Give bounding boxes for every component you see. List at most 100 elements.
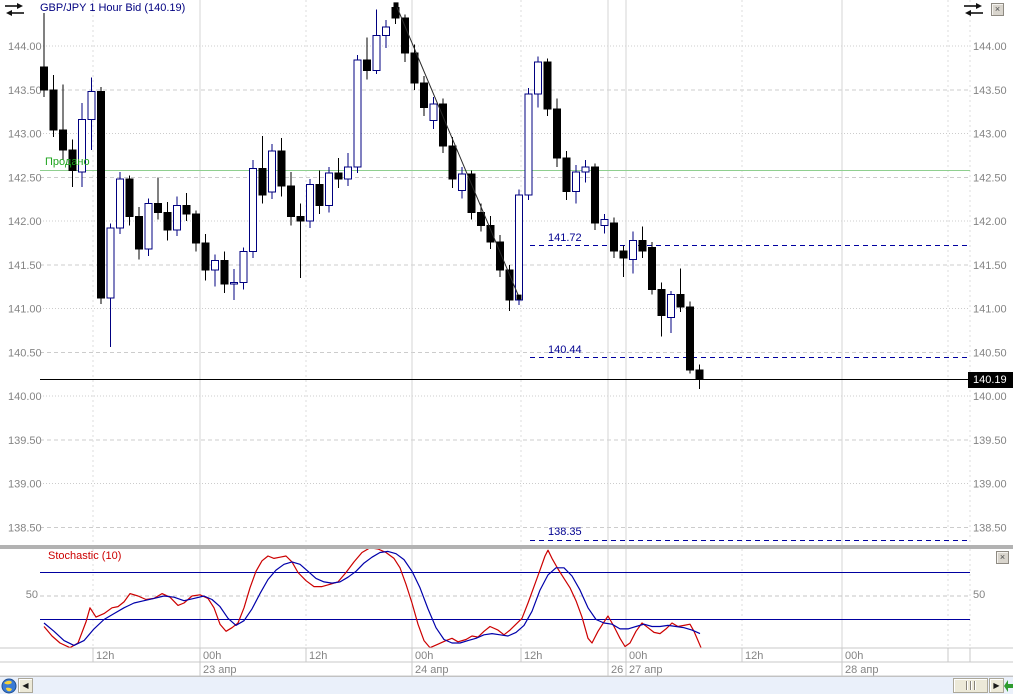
bull-candle bbox=[353, 59, 362, 168]
bear-candle bbox=[97, 91, 105, 299]
bear-candle bbox=[638, 239, 647, 252]
alert-level-label[interactable]: 138.35 bbox=[548, 526, 582, 539]
bear-candle bbox=[201, 242, 210, 271]
bear-candle bbox=[182, 204, 191, 215]
bear-candle bbox=[125, 178, 134, 218]
hour-axis-label: 12h bbox=[524, 650, 542, 662]
bull-candle bbox=[230, 281, 238, 285]
date-axis-label: 26 bbox=[611, 664, 623, 676]
hour-axis-label: 12h bbox=[745, 650, 763, 662]
price-axis-label-left: 141.50 bbox=[8, 260, 42, 272]
hour-axis-label: 12h bbox=[96, 650, 114, 662]
bear-candle bbox=[477, 211, 485, 226]
bull-candle bbox=[144, 203, 153, 250]
bull-candle bbox=[306, 183, 314, 222]
scroll-left-button[interactable]: ◀ bbox=[18, 678, 33, 693]
bear-candle bbox=[562, 157, 571, 192]
hour-axis-label: 00h bbox=[203, 650, 221, 662]
panel-separator[interactable] bbox=[0, 545, 1013, 549]
bear-candle bbox=[59, 129, 67, 151]
bear-candle bbox=[287, 185, 295, 218]
price-axis-label-right: 140.00 bbox=[973, 391, 1007, 403]
bull-candle bbox=[325, 172, 333, 206]
price-axis-label-left: 138.50 bbox=[8, 522, 42, 534]
price-axis-label-left: 142.50 bbox=[8, 172, 42, 184]
price-axis-label-left: 141.00 bbox=[8, 304, 42, 316]
bear-candle bbox=[258, 168, 267, 196]
alert-level-label[interactable]: 140.44 bbox=[548, 343, 582, 356]
date-axis-label: 23 апр bbox=[203, 664, 236, 676]
bear-candle bbox=[648, 246, 656, 290]
instrument-icon[interactable] bbox=[3, 2, 27, 18]
bull-candle bbox=[249, 168, 257, 253]
scrollbar-thumb[interactable] bbox=[953, 678, 988, 693]
alert-level-label[interactable]: 141.72 bbox=[548, 231, 582, 244]
bull-candle bbox=[173, 204, 181, 231]
bear-candle bbox=[68, 149, 77, 171]
bear-candle bbox=[363, 59, 371, 71]
hour-axis-label: 00h bbox=[629, 650, 647, 662]
price-axis-label-right: 138.50 bbox=[973, 522, 1007, 534]
bull-candle bbox=[239, 251, 248, 283]
bear-candle bbox=[657, 288, 666, 316]
bear-candle bbox=[553, 108, 561, 159]
price-axis-label-left: 143.00 bbox=[8, 129, 42, 141]
bear-candle bbox=[296, 216, 305, 222]
price-axis-label-left: 140.50 bbox=[8, 347, 42, 359]
trendline-handle[interactable] bbox=[516, 294, 522, 300]
bull-candle bbox=[629, 239, 637, 260]
price-axis-label-left: 140.00 bbox=[8, 391, 42, 403]
price-axis-label-left: 139.00 bbox=[8, 479, 42, 491]
swap-arrows-icon bbox=[964, 3, 983, 16]
stochastic-close-button[interactable]: × bbox=[996, 551, 1009, 564]
bear-candle bbox=[154, 203, 162, 213]
bear-candle bbox=[676, 294, 685, 308]
globe-icon-art bbox=[1, 678, 17, 694]
main-chart-close-button[interactable]: × bbox=[991, 3, 1004, 16]
bear-candle bbox=[40, 66, 48, 91]
price-axis-label-right: 143.00 bbox=[973, 129, 1007, 141]
bull-candle bbox=[106, 227, 115, 299]
bull-candle bbox=[211, 259, 219, 271]
bull-candle bbox=[534, 61, 542, 95]
hour-axis-label: 12h bbox=[309, 650, 327, 662]
price-axis-label-right: 144.00 bbox=[973, 41, 1007, 53]
bear-candle bbox=[410, 52, 419, 84]
bear-candle bbox=[315, 183, 324, 206]
bear-candle bbox=[277, 150, 286, 187]
price-axis-label-right: 141.50 bbox=[973, 260, 1007, 272]
price-axis-label-right: 142.00 bbox=[973, 216, 1007, 228]
bear-candle bbox=[543, 61, 552, 110]
price-axis-label-left: 144.00 bbox=[8, 41, 42, 53]
scroll-right-button[interactable]: ▶ bbox=[989, 678, 1004, 693]
trendline[interactable] bbox=[395, 4, 520, 298]
globe-icon[interactable] bbox=[1, 678, 17, 694]
bull-candle bbox=[344, 166, 352, 180]
bear-candle bbox=[505, 269, 514, 301]
price-axis-label-left: 142.00 bbox=[8, 216, 42, 228]
date-axis-label: 27 апр bbox=[629, 664, 662, 676]
bull-candle bbox=[116, 178, 124, 229]
date-axis-label: 28 апр bbox=[845, 664, 878, 676]
bull-candle bbox=[581, 166, 590, 173]
bear-candle bbox=[448, 145, 457, 180]
time-scrollbar[interactable]: ◀ ▶ bbox=[0, 676, 1013, 694]
bear-candle bbox=[619, 250, 628, 259]
bull-candle bbox=[600, 218, 609, 226]
price-axis-label-left: 143.50 bbox=[8, 85, 42, 97]
stoch-blue-line bbox=[43, 550, 701, 647]
hour-axis-label: 00h bbox=[415, 650, 433, 662]
bull-candle bbox=[372, 35, 381, 71]
price-axis-label-right: 139.50 bbox=[973, 435, 1007, 447]
price-axis-label-right: 143.50 bbox=[973, 85, 1007, 97]
trendline-handle[interactable] bbox=[393, 2, 399, 8]
price-axis-label-right: 141.00 bbox=[973, 304, 1007, 316]
chart-canvas[interactable]: 144.00 144.00 143.50 143.50 143.00 143.00 142.… bbox=[0, 0, 1013, 677]
stoch-red-line bbox=[43, 549, 702, 648]
bear-candle bbox=[163, 211, 172, 231]
go-to-end-icon[interactable] bbox=[1004, 679, 1013, 693]
bull-candle bbox=[524, 93, 533, 196]
bear-candle bbox=[496, 241, 504, 271]
instrument-icon[interactable] bbox=[962, 2, 986, 18]
